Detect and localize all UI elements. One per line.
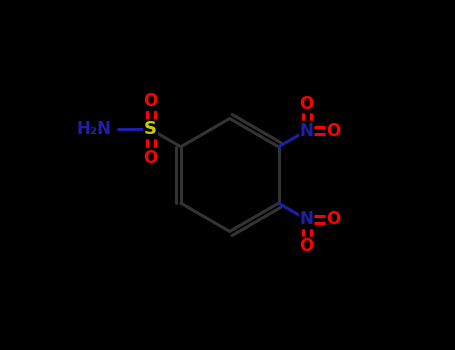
Text: O: O <box>299 94 314 113</box>
Text: O: O <box>144 149 158 167</box>
Text: N: N <box>300 210 313 229</box>
Text: O: O <box>327 121 341 140</box>
Text: S: S <box>144 120 157 139</box>
Text: O: O <box>144 92 158 110</box>
Text: O: O <box>299 237 314 256</box>
Text: H₂N: H₂N <box>77 120 111 139</box>
Text: O: O <box>327 210 341 229</box>
Text: N: N <box>300 121 313 140</box>
